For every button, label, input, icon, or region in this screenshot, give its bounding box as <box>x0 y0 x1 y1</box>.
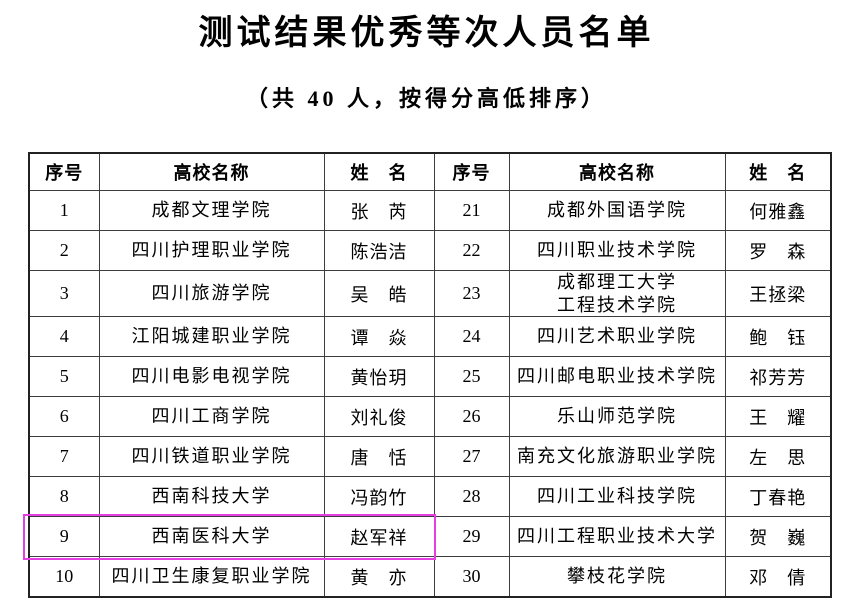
serial-cell-right: 27 <box>433 436 510 477</box>
name-cell-left: 刘礼俊 <box>323 396 435 437</box>
school-cell-right: 成都外国语学院 <box>508 190 726 231</box>
header-name-left: 姓 名 <box>323 152 435 191</box>
table-row: 5 四川电影电视学院 黄怡玥 25 四川邮电职业技术学院 祁芳芳 <box>28 356 832 397</box>
table-row: 10 四川卫生康复职业学院黄 亦 30 攀枝花学院邓 倩 <box>28 556 832 598</box>
serial-cell-left: 8 <box>28 476 100 517</box>
serial-cell-left: 10 <box>28 556 100 598</box>
table-row: 8 西南科技大学 冯韵竹 28 四川工业科技学院 丁春艳 <box>28 476 832 517</box>
table-header-row: 序号 高校名称 姓 名 序号 高校名称 姓 名 <box>28 152 832 191</box>
name-cell-left: 吴 皓 <box>323 270 435 317</box>
serial-cell-left: 9 <box>28 516 100 557</box>
serial-cell-left: 7 <box>28 436 100 477</box>
serial-cell-left: 2 <box>28 230 100 271</box>
school-cell-right: 攀枝花学院 <box>508 556 726 598</box>
school-cell-left: 成都文理学院 <box>98 190 325 231</box>
serial-cell-left: 5 <box>28 356 100 397</box>
page-title: 测试结果优秀等次人员名单 <box>198 15 655 52</box>
school-cell-left: 四川旅游学院 <box>98 270 325 317</box>
school-cell-right: 四川邮电职业技术学院 <box>508 356 726 397</box>
table-row: 3 四川旅游学院吴 皓 23 成都理工大学 工程技术学院 王拯梁 <box>28 270 832 317</box>
results-table-body: 1 成都文理学院张 芮 21 成都外国语学院 何雅鑫 2 四川护理职业学院 陈浩洁 22 四川职业… <box>28 190 832 598</box>
school-cell-right: 南充文化旅游职业学院 <box>508 436 726 477</box>
name-cell-left: 赵军祥 <box>323 516 435 557</box>
name-cell-right: 祁芳芳 <box>724 356 832 397</box>
serial-cell-right: 22 <box>433 230 510 271</box>
school-cell-left: 四川工商学院 <box>98 396 325 437</box>
name-cell-right: 王 耀 <box>724 396 832 437</box>
name-cell-left: 唐 恬 <box>323 436 435 477</box>
serial-cell-right: 23 <box>433 270 510 317</box>
serial-cell-right: 25 <box>433 356 510 397</box>
serial-cell-right: 29 <box>433 516 510 557</box>
school-cell-right: 四川艺术职业学院 <box>508 316 726 357</box>
results-table: 序号 高校名称 姓 名 序号 高校名称 姓 名 1 成都文理学院张 芮 21 成都外国… <box>28 152 832 598</box>
school-cell-right: 四川工业科技学院 <box>508 476 726 517</box>
serial-cell-right: 21 <box>433 190 510 231</box>
serial-cell-left: 3 <box>28 270 100 317</box>
school-cell-left: 西南医科大学 <box>98 516 325 557</box>
table-row: 2 四川护理职业学院 陈浩洁 22 四川职业技术学院罗 森 <box>28 230 832 271</box>
name-cell-right: 贺 巍 <box>724 516 832 557</box>
page-subtitle: （共 40 人，按得分高低排序） <box>245 85 607 111</box>
school-cell-left: 四川卫生康复职业学院 <box>98 556 325 598</box>
name-cell-left: 黄 亦 <box>323 556 435 598</box>
serial-cell-left: 4 <box>28 316 100 357</box>
school-cell-right: 四川职业技术学院 <box>508 230 726 271</box>
header-serial-right: 序号 <box>433 152 510 191</box>
serial-cell-right: 28 <box>433 476 510 517</box>
header-school-right: 高校名称 <box>508 152 726 191</box>
name-cell-right: 王拯梁 <box>724 270 832 317</box>
school-cell-right: 四川工程职业技术大学 <box>508 516 726 557</box>
header-name-right: 姓 名 <box>724 152 832 191</box>
name-cell-left: 张 芮 <box>323 190 435 231</box>
table-row: 1 成都文理学院张 芮 21 成都外国语学院 何雅鑫 <box>28 190 832 231</box>
school-cell-left: 四川铁道职业学院 <box>98 436 325 477</box>
school-cell-left: 四川护理职业学院 <box>98 230 325 271</box>
name-cell-right: 罗 森 <box>724 230 832 271</box>
school-cell-right: 乐山师范学院 <box>508 396 726 437</box>
school-cell-right: 成都理工大学 工程技术学院 <box>508 270 726 317</box>
name-cell-left: 冯韵竹 <box>323 476 435 517</box>
name-cell-right: 邓 倩 <box>724 556 832 598</box>
name-cell-left: 陈浩洁 <box>323 230 435 271</box>
school-cell-left: 西南科技大学 <box>98 476 325 517</box>
header-serial-left: 序号 <box>28 152 100 191</box>
name-cell-left: 谭 焱 <box>323 316 435 357</box>
school-cell-left: 四川电影电视学院 <box>98 356 325 397</box>
school-cell-left: 江阳城建职业学院 <box>98 316 325 357</box>
name-cell-right: 左 思 <box>724 436 832 477</box>
table-row: 4 江阳城建职业学院谭 焱 24 四川艺术职业学院鲍 钰 <box>28 316 832 357</box>
name-cell-right: 鲍 钰 <box>724 316 832 357</box>
name-cell-left: 黄怡玥 <box>323 356 435 397</box>
table-row: 9 西南医科大学 赵军祥 29 四川工程职业技术大学贺 巍 <box>28 516 832 557</box>
serial-cell-left: 6 <box>28 396 100 437</box>
name-cell-right: 丁春艳 <box>724 476 832 517</box>
table-row: 7 四川铁道职业学院唐 恬 27 南充文化旅游职业学院左 思 <box>28 436 832 477</box>
serial-cell-right: 24 <box>433 316 510 357</box>
serial-cell-right: 26 <box>433 396 510 437</box>
table-row: 6 四川工商学院 刘礼俊 26 乐山师范学院王 耀 <box>28 396 832 437</box>
header-school-left: 高校名称 <box>98 152 325 191</box>
serial-cell-right: 30 <box>433 556 510 598</box>
name-cell-right: 何雅鑫 <box>724 190 832 231</box>
serial-cell-left: 1 <box>28 190 100 231</box>
